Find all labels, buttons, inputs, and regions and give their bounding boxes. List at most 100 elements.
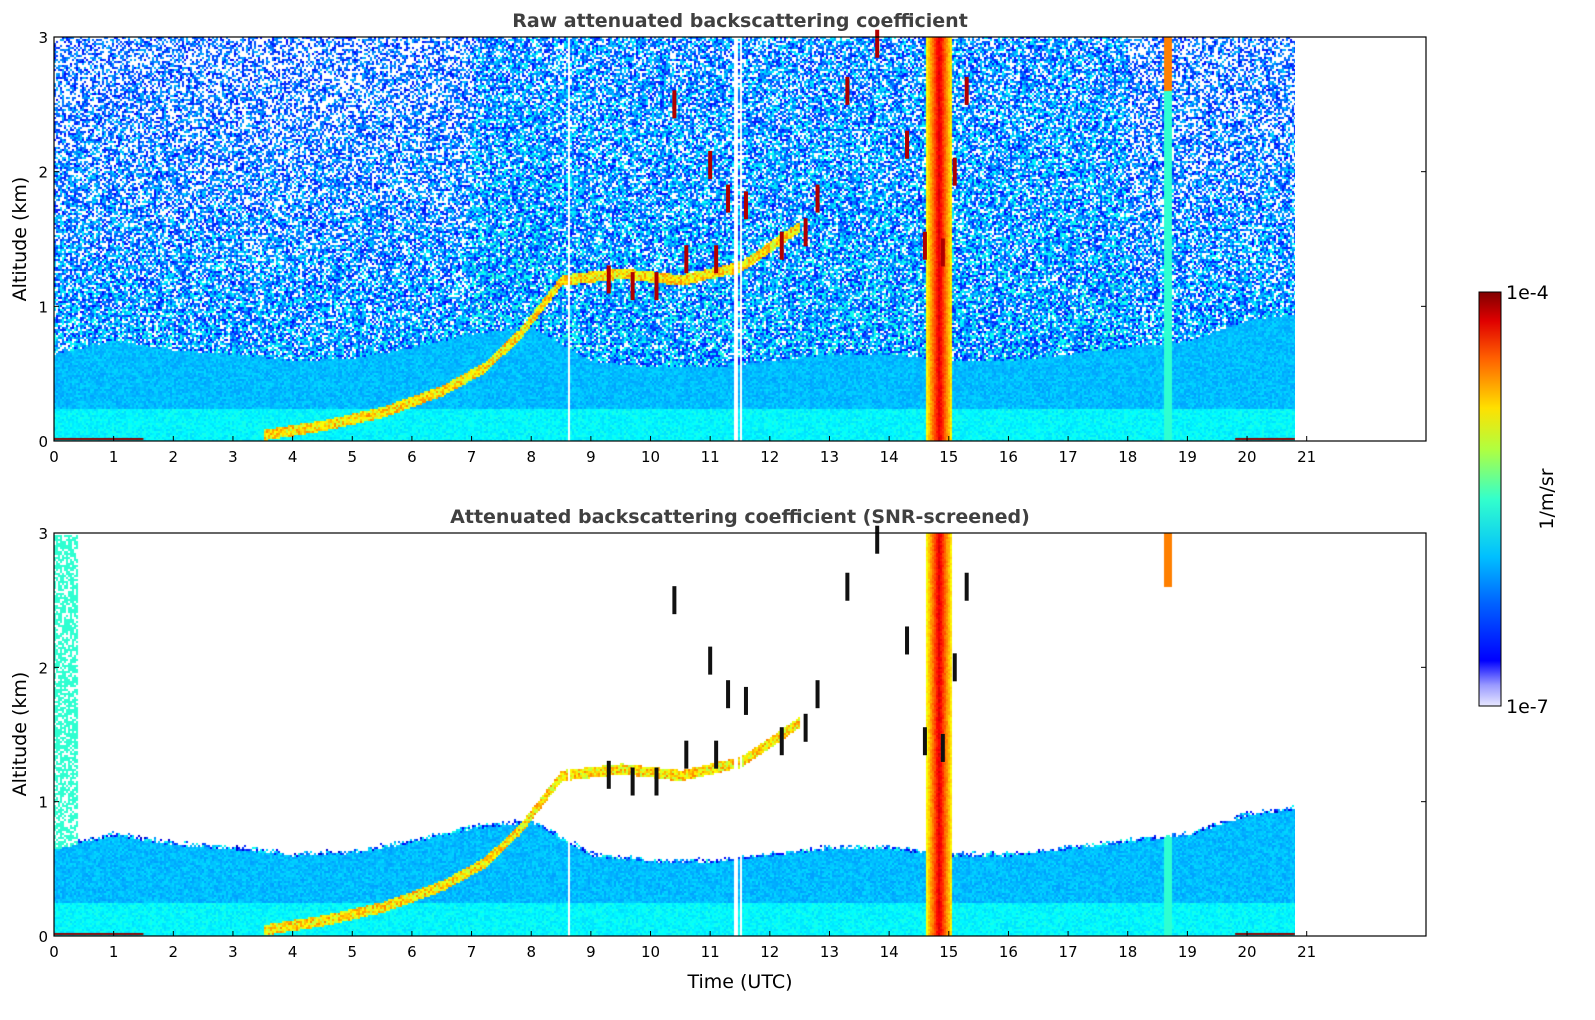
cloud-fragment: [743, 191, 748, 220]
y-tick-label: 1: [38, 298, 48, 316]
cloud-fragment: [875, 525, 880, 554]
cloud-fragment: [743, 686, 748, 715]
cloud-fragment: [654, 272, 659, 301]
cloud-fragment: [803, 713, 808, 742]
cloud-fragment: [606, 760, 611, 789]
cloud-fragment: [714, 245, 719, 274]
panel1-y-ticks: 0 1 2 3: [38, 29, 1426, 451]
cloud-fragment: [964, 572, 969, 601]
y-tick-label: 0: [38, 928, 48, 946]
panel2-frame: [53, 532, 1427, 937]
cloud-fragment: [905, 626, 910, 655]
x-tick-label: 20: [1237, 943, 1256, 961]
cloud-fragment: [672, 586, 677, 615]
cloud-fragment: [952, 157, 957, 186]
x-tick-label: 0: [49, 943, 59, 961]
x-tick-label: 7: [467, 943, 477, 961]
cloud-fragment: [654, 767, 659, 796]
panel2-title: Attenuated backscattering coefficient (S…: [450, 506, 1030, 528]
cloud-fragment: [940, 238, 945, 267]
x-tick-label: 4: [288, 943, 298, 961]
panel1-y-label: Altitude (km): [9, 177, 31, 302]
x-tick-label: 1: [109, 943, 119, 961]
cloud-fragment: [922, 231, 927, 260]
x-tick-label: 18: [1118, 943, 1137, 961]
x-tick-label: 1: [109, 448, 119, 466]
x-tick-label: 5: [347, 943, 357, 961]
cloud-fragment: [845, 572, 850, 601]
x-tick-label: 16: [999, 448, 1018, 466]
cloud-fragment: [684, 245, 689, 274]
panel2-x-ticks: 0 1 2 3 4 5 6 7 8 9 10 11 12 13 14 15 16 17 18 19 20 21: [49, 931, 1316, 961]
cloud-fragment: [708, 646, 713, 675]
cloud-fragment: [815, 184, 820, 213]
colorbar-label: 1/m/sr: [1536, 468, 1558, 529]
x-tick-label: 11: [701, 943, 720, 961]
panel1-frame: [53, 36, 1427, 442]
cloud-fragment: [803, 218, 808, 247]
cloud-fragment: [875, 29, 880, 58]
x-tick-label: 19: [1178, 448, 1197, 466]
colorbar: 1e-4 1e-7 1/m/sr: [1478, 282, 1558, 718]
cloud-fragment: [726, 184, 731, 213]
x-tick-label: 2: [169, 943, 179, 961]
x-tick-label: 14: [880, 448, 899, 466]
x-tick-label: 12: [760, 448, 779, 466]
y-tick-label: 0: [38, 433, 48, 451]
x-tick-label: 13: [820, 943, 839, 961]
cloud-fragment: [964, 76, 969, 105]
x-tick-label: 9: [586, 448, 596, 466]
cloud-fragment: [684, 740, 689, 769]
raw-backscatter-panel: Raw attenuated backscattering coefficien…: [9, 10, 1427, 466]
x-tick-label: 8: [526, 943, 536, 961]
x-tick-label: 16: [999, 943, 1018, 961]
x-tick-label: 10: [641, 448, 660, 466]
panel1-title: Raw attenuated backscattering coefficien…: [512, 10, 968, 32]
x-tick-label: 20: [1237, 448, 1256, 466]
colorbar-gradient: [1478, 291, 1502, 707]
cloud-fragment: [606, 265, 611, 294]
cloud-fragment: [779, 231, 784, 260]
colorbar-min-label: 1e-7: [1506, 696, 1549, 718]
y-tick-label: 2: [38, 164, 48, 182]
x-tick-label: 2: [169, 448, 179, 466]
x-axis-label: Time (UTC): [686, 971, 792, 993]
screened-backscatter-panel: Attenuated backscattering coefficient (S…: [9, 506, 1427, 993]
x-tick-label: 21: [1297, 943, 1316, 961]
colorbar-max-label: 1e-4: [1506, 282, 1549, 304]
cloud-fragment: [905, 130, 910, 159]
cloud-fragment: [940, 733, 945, 762]
screened-backscatter-heatmap: [54, 525, 1295, 936]
cloud-fragment: [815, 680, 820, 709]
cloud-fragment: [708, 150, 713, 179]
x-tick-label: 3: [228, 448, 238, 466]
cloud-fragment: [726, 680, 731, 709]
cloud-fragment: [952, 653, 957, 682]
cloud-fragment: [672, 90, 677, 119]
cloud-fragment: [922, 727, 927, 756]
cloud-fragment: [630, 272, 635, 301]
cloud-fragment: [630, 767, 635, 796]
x-tick-label: 13: [820, 448, 839, 466]
x-tick-label: 10: [641, 943, 660, 961]
x-tick-label: 11: [701, 448, 720, 466]
x-tick-label: 19: [1178, 943, 1197, 961]
x-tick-label: 7: [467, 448, 477, 466]
x-tick-label: 8: [526, 448, 536, 466]
x-tick-label: 15: [939, 448, 958, 466]
cloud-fragment: [714, 740, 719, 769]
x-tick-label: 4: [288, 448, 298, 466]
x-tick-label: 17: [1059, 943, 1078, 961]
x-tick-label: 6: [407, 448, 417, 466]
x-tick-label: 21: [1297, 448, 1316, 466]
y-tick-label: 1: [38, 794, 48, 812]
x-tick-label: 0: [49, 448, 59, 466]
y-tick-label: 3: [38, 29, 48, 47]
cloud-fragment: [779, 727, 784, 756]
x-tick-label: 15: [939, 943, 958, 961]
x-tick-label: 9: [586, 943, 596, 961]
panel1-x-ticks: 0 1 2 3 4 5 6 7 8 9 10 11 12 13 14 15 16 17 18 19 20 21: [49, 436, 1316, 466]
x-tick-label: 12: [760, 943, 779, 961]
x-tick-label: 17: [1059, 448, 1078, 466]
